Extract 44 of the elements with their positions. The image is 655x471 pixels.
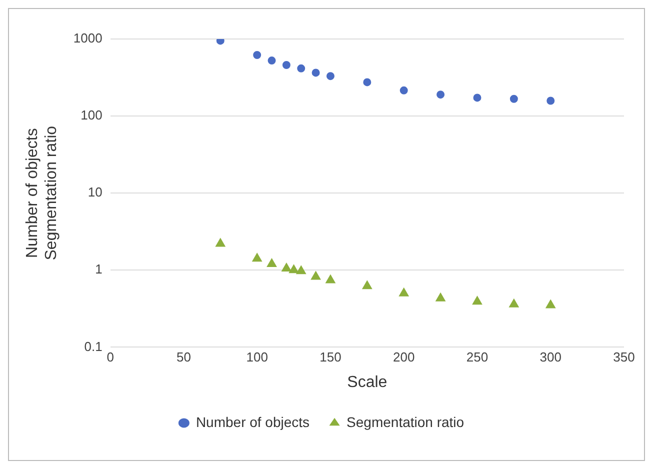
y-axis-title: Number of objects Segmentation ratio: [24, 126, 60, 260]
point: [216, 238, 226, 247]
point: [546, 300, 556, 308]
point: [253, 50, 262, 59]
y-tick-label: 1000: [73, 30, 102, 46]
point: [400, 86, 408, 94]
x-tick-label: 250: [466, 350, 488, 365]
point: [312, 68, 320, 77]
x-tick-label: 150: [320, 350, 342, 365]
point: [288, 264, 299, 274]
point: [363, 78, 372, 86]
point: [436, 292, 446, 302]
point: [282, 263, 292, 272]
x-tick-label: 50: [176, 350, 191, 365]
y-tick-label: 10: [88, 184, 102, 200]
point: [399, 288, 409, 296]
point: [282, 60, 290, 69]
point: [473, 94, 482, 102]
x-tick-label: 350: [613, 350, 635, 365]
x-tick-label: 300: [540, 350, 562, 365]
point: [297, 64, 306, 72]
point: [326, 274, 336, 284]
y-tick-label: 1: [95, 262, 102, 277]
legend-label: Number of objects: [196, 414, 310, 430]
point: [510, 94, 518, 103]
point: [326, 72, 334, 80]
x-tick-label: 200: [393, 350, 415, 365]
point: [266, 258, 277, 268]
x-tick-label: 100: [246, 350, 268, 365]
point: [362, 280, 372, 290]
point: [310, 271, 321, 280]
point: [268, 56, 276, 65]
y-tick-label: 0.1: [84, 338, 102, 354]
point: [296, 266, 306, 274]
point: [509, 298, 519, 308]
point: [436, 90, 445, 99]
point: [546, 96, 555, 105]
x-tick-label: 0: [106, 350, 114, 365]
point: [216, 39, 224, 45]
y-tick-label: 100: [80, 108, 102, 123]
x-axis-title: Scale: [347, 374, 388, 391]
point: [252, 253, 262, 262]
legend-label: Segmentation ratio: [346, 414, 464, 430]
point: [472, 296, 482, 305]
